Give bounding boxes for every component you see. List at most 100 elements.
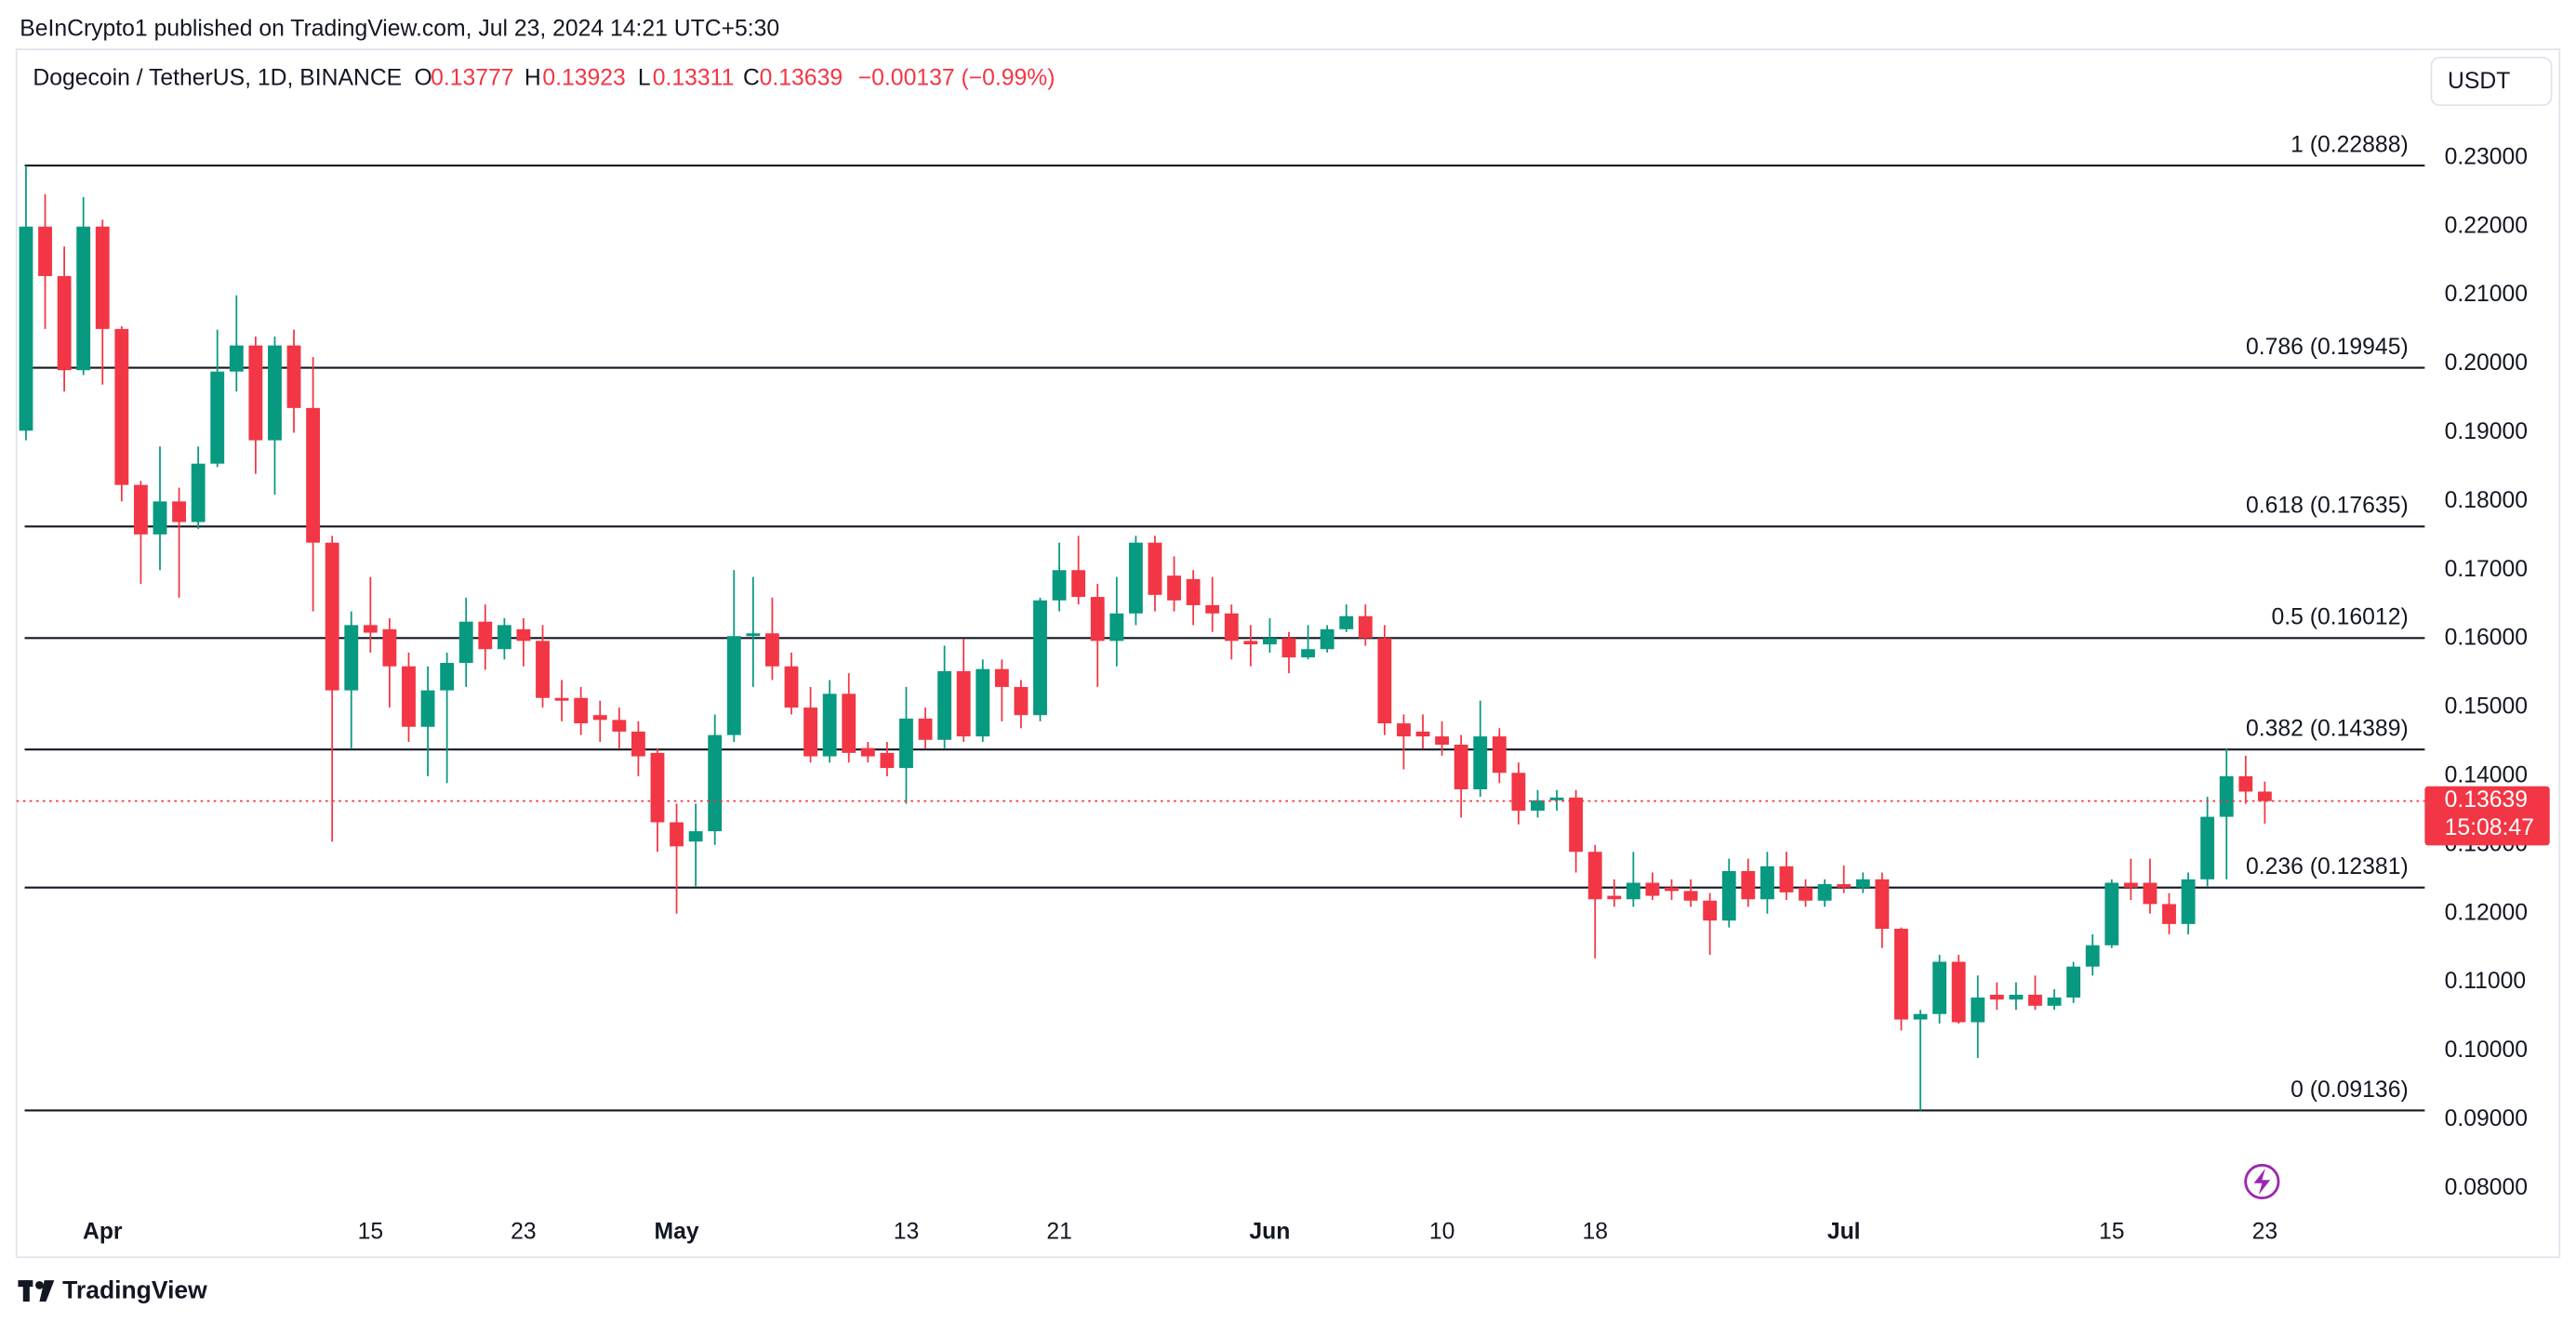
ohlc-key: O	[414, 65, 432, 90]
candle-body	[631, 731, 645, 757]
candle-body	[2085, 945, 2100, 967]
candle-body	[1665, 887, 1679, 892]
chart-frame	[15, 48, 2561, 1259]
y-tick-label: 0.10000	[2445, 1038, 2528, 1063]
candle-body	[1531, 800, 1545, 811]
y-tick-label: 0.23000	[2445, 144, 2528, 169]
candle-body	[880, 752, 895, 769]
candle-body	[784, 666, 799, 708]
candle-body	[1281, 638, 1296, 658]
candle-body	[1587, 852, 1602, 900]
candle-body	[1799, 887, 1812, 901]
candle-body	[1683, 891, 1698, 901]
candle-body	[2123, 882, 2138, 888]
candle-body	[153, 501, 167, 535]
candle-body	[612, 720, 627, 732]
candle-body	[19, 226, 33, 431]
x-tick-label: 13	[894, 1219, 920, 1244]
candle-body	[1492, 736, 1507, 773]
candle-body	[1377, 638, 1392, 724]
candle-body	[1989, 995, 2004, 1000]
x-tick-label: Jul	[1827, 1219, 1861, 1244]
candle-body	[937, 670, 952, 740]
candle-body	[1243, 641, 1258, 645]
ohlc-key: H	[524, 65, 541, 90]
candle-body	[1320, 628, 1334, 650]
candle-body	[860, 747, 875, 757]
candle-body	[516, 628, 531, 641]
alert-bolt	[2253, 1168, 2271, 1196]
candle-body	[1148, 542, 1162, 595]
currency-button[interactable]	[2430, 57, 2553, 107]
candle-body	[1224, 613, 1239, 641]
candle-body	[1817, 884, 1832, 901]
candle-body	[2200, 816, 2215, 879]
candle-body	[210, 371, 225, 464]
candle-body	[2238, 775, 2253, 792]
candle-body	[822, 694, 837, 757]
logo-icon	[18, 1280, 55, 1302]
candle-body	[1052, 570, 1067, 601]
y-tick-label: 0.20000	[2445, 350, 2528, 376]
candle-body	[420, 690, 435, 727]
candle-body	[1186, 578, 1201, 605]
ohlc-value: 0.13923	[542, 65, 625, 90]
symbol: Dogecoin / TetherUS, 1D, BINANCE	[33, 65, 402, 90]
candle-body	[344, 625, 359, 691]
candle-body	[172, 501, 186, 522]
candle-body	[248, 345, 263, 441]
candle-body	[976, 668, 990, 737]
change: −0.00137 (−0.99%)	[858, 65, 1056, 90]
candle-body	[650, 752, 665, 823]
candle-body	[114, 328, 129, 485]
candle-body	[2181, 879, 2196, 924]
candle-body	[268, 345, 282, 441]
candle-body	[1167, 575, 1181, 601]
candle-body	[2047, 997, 2062, 1006]
y-tick-label: 0.19000	[2445, 419, 2528, 444]
y-tick-label: 0.08000	[2445, 1175, 2528, 1200]
y-tick-label: 0.12000	[2445, 900, 2528, 925]
candle-body	[2143, 882, 2158, 905]
candle-body	[440, 663, 455, 691]
candle-body	[708, 734, 723, 832]
y-tick-label: 0.18000	[2445, 488, 2528, 513]
candle-body	[95, 226, 110, 329]
fib-label: 0.5 (0.16012)	[2272, 605, 2409, 630]
fib-label: 0 (0.09136)	[2291, 1077, 2409, 1103]
candle-body	[670, 822, 684, 847]
candle-body	[746, 633, 761, 637]
fib-label: 1 (0.22888)	[2291, 132, 2409, 157]
candle-body	[1397, 723, 1411, 737]
candle-body	[803, 707, 818, 757]
candle-body	[286, 345, 301, 408]
candle-body	[726, 636, 741, 735]
candle-body	[2257, 791, 2272, 801]
last-price-label: 0.13639	[2445, 787, 2528, 813]
currency[interactable]: USDT	[2448, 69, 2510, 94]
candle-body	[1358, 615, 1373, 639]
candle-body	[2066, 966, 2081, 998]
candle-body	[382, 628, 397, 667]
candle-body	[1090, 597, 1105, 641]
candle-body	[1301, 649, 1315, 658]
candle-body	[1837, 884, 1852, 888]
candle-body	[1473, 736, 1488, 790]
y-tick-label: 0.09000	[2445, 1106, 2528, 1131]
candle-body	[1971, 997, 1985, 1023]
logo-text: TradingView	[62, 1276, 207, 1303]
y-tick-label: 0.15000	[2445, 694, 2528, 720]
candle-body	[592, 715, 607, 720]
candle-body	[1932, 961, 1947, 1014]
ohlc-key: C	[743, 65, 760, 90]
fib-label: 0.236 (0.12381)	[2246, 854, 2409, 879]
candle-body	[191, 463, 206, 522]
candle-body	[1549, 797, 1564, 800]
x-tick-label: 10	[1429, 1219, 1455, 1244]
alert-icon[interactable]	[2244, 1163, 2280, 1200]
candle-body	[57, 275, 72, 371]
y-tick-label: 0.17000	[2445, 557, 2528, 582]
candle-body	[994, 668, 1009, 687]
y-tick-label: 0.14000	[2445, 763, 2528, 788]
